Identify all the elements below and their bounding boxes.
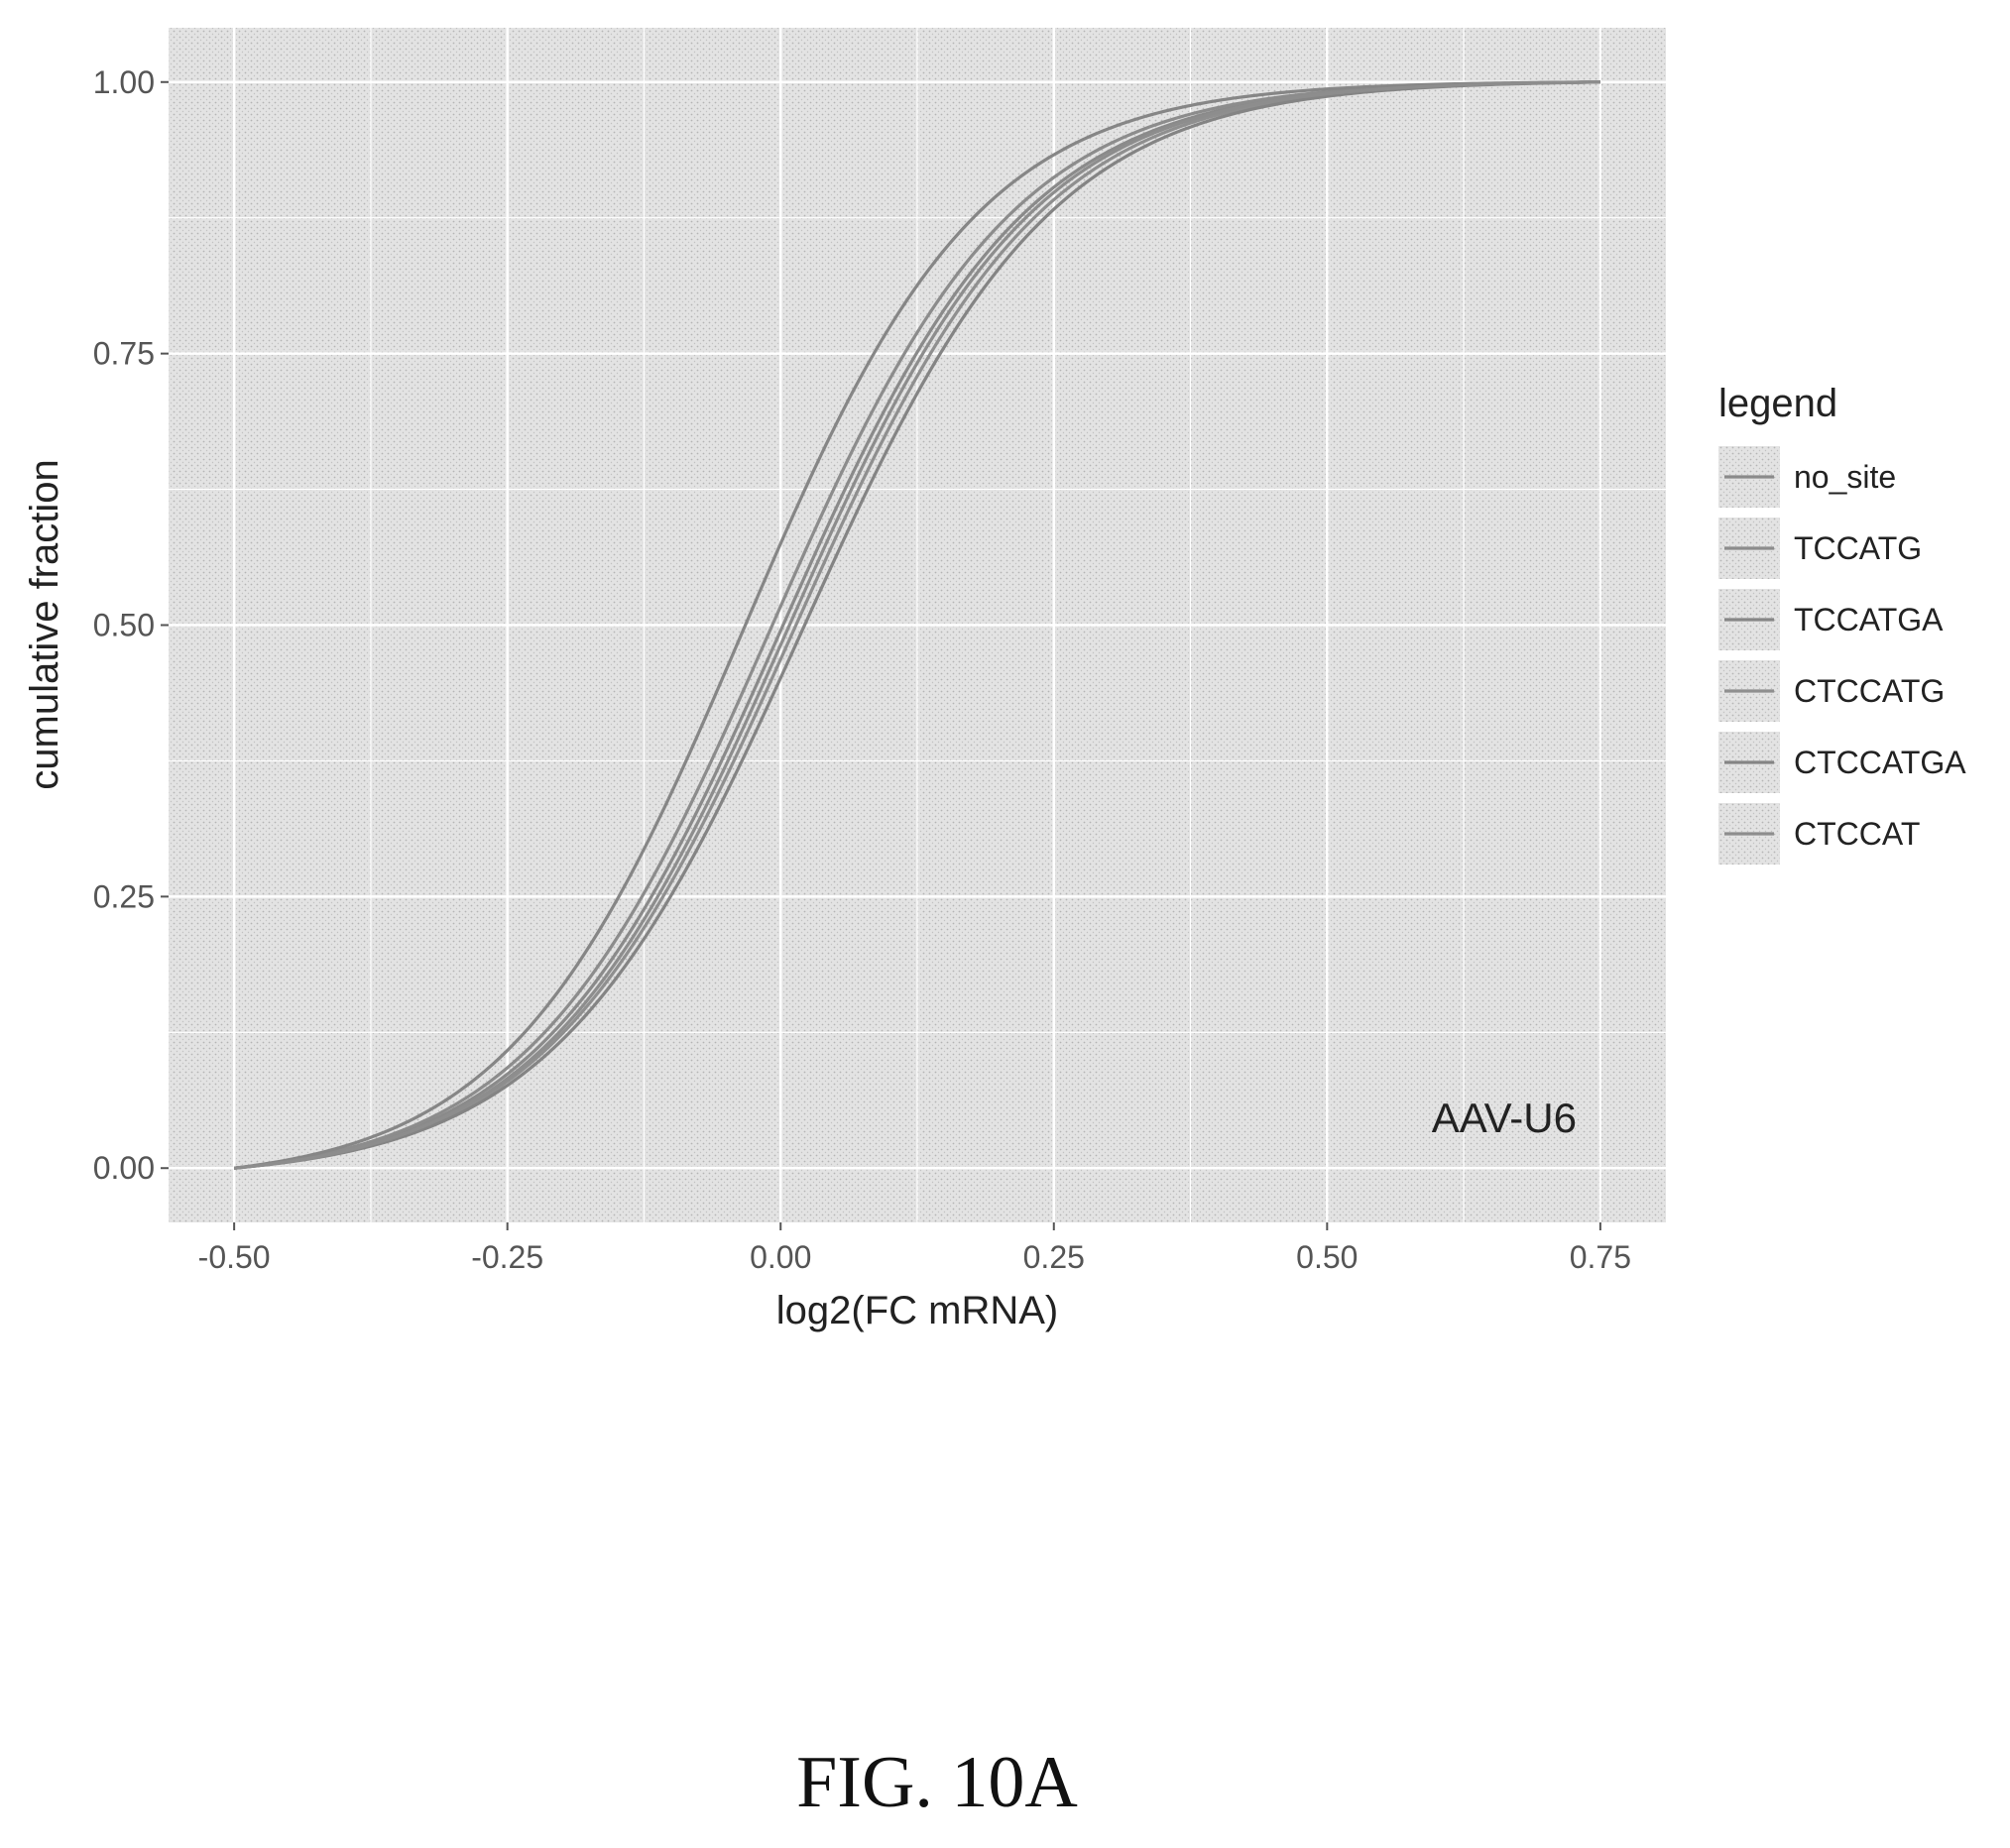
grid-lines [169, 28, 1666, 1222]
panel-annotation: AAV-U6 [1432, 1095, 1577, 1141]
y-tick-label: 0.75 [93, 336, 155, 372]
y-tick-label: 0.25 [93, 878, 155, 914]
x-tick-label: -0.50 [198, 1239, 271, 1275]
legend-label: TCCATGA [1794, 602, 1944, 637]
figure-caption: FIG. 10A [796, 1742, 1078, 1823]
x-tick-label: 0.25 [1023, 1239, 1085, 1275]
series-line-ctccatga [233, 80, 1600, 1170]
x-tick-label: 0.00 [750, 1239, 811, 1275]
legend-label: CTCCATGA [1794, 745, 1966, 780]
y-tick-label: 0.50 [93, 608, 155, 643]
series-line-tccatga [233, 80, 1600, 1170]
y-axis-ticks: 0.00 0.25 0.50 0.75 1.00 [93, 64, 169, 1186]
y-tick-label: 0.00 [93, 1150, 155, 1186]
x-tick-label: 0.75 [1570, 1239, 1631, 1275]
x-axis-ticks: -0.50 -0.25 0.00 0.25 0.50 0.75 [198, 1222, 1631, 1275]
x-tick-label: -0.25 [471, 1239, 543, 1275]
series-line-ctccat [233, 80, 1600, 1170]
legend-label: TCCATG [1794, 530, 1922, 566]
legend-label: CTCCAT [1794, 816, 1920, 852]
legend-label: no_site [1794, 459, 1896, 495]
series-lines [233, 80, 1600, 1170]
y-axis-title: cumulative fraction [23, 459, 66, 789]
y-tick-label: 1.00 [93, 64, 155, 100]
legend-label: CTCCATG [1794, 673, 1945, 709]
legend-title: legend [1718, 382, 1837, 425]
x-tick-label: 0.50 [1296, 1239, 1358, 1275]
x-axis-title: log2(FC mRNA) [776, 1289, 1058, 1332]
legend: no_site TCCATG TCCATGA CTCCATG CTCCATGA CTCCA… [1718, 446, 1966, 865]
